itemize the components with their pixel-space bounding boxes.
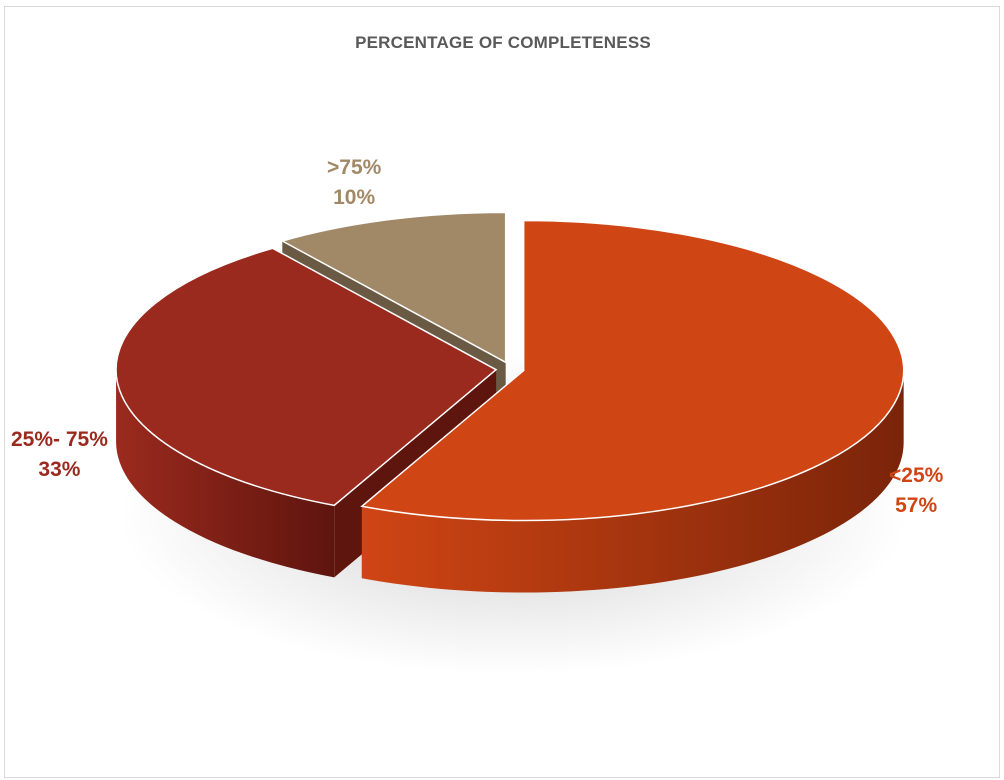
chart-area: PERCENTAGE OF COMPLETENESS <25% 57% 25%-… <box>4 6 1000 778</box>
pie-slice-1 <box>360 219 905 522</box>
slice-category-label: <25% <box>889 464 944 487</box>
pie-chart <box>115 211 908 675</box>
slice-label-25-75: 25%- 75% 33% <box>11 425 108 485</box>
pie-slice-2 <box>115 247 498 507</box>
chart-title: PERCENTAGE OF COMPLETENESS <box>355 33 651 52</box>
slice-value-label: 33% <box>38 458 81 481</box>
slice-label-under-25: <25% 57% <box>889 461 943 521</box>
slice-label-over-75: >75% 10% <box>327 153 381 213</box>
slice-value-label: 57% <box>895 494 938 517</box>
slice-value-label: 10% <box>333 186 376 209</box>
pie-slice-3 <box>280 211 507 364</box>
slice-side <box>361 370 904 593</box>
slice-category-label: 25%- 75% <box>11 428 108 451</box>
slice-category-label: >75% <box>327 156 382 179</box>
slice-side <box>116 369 335 578</box>
